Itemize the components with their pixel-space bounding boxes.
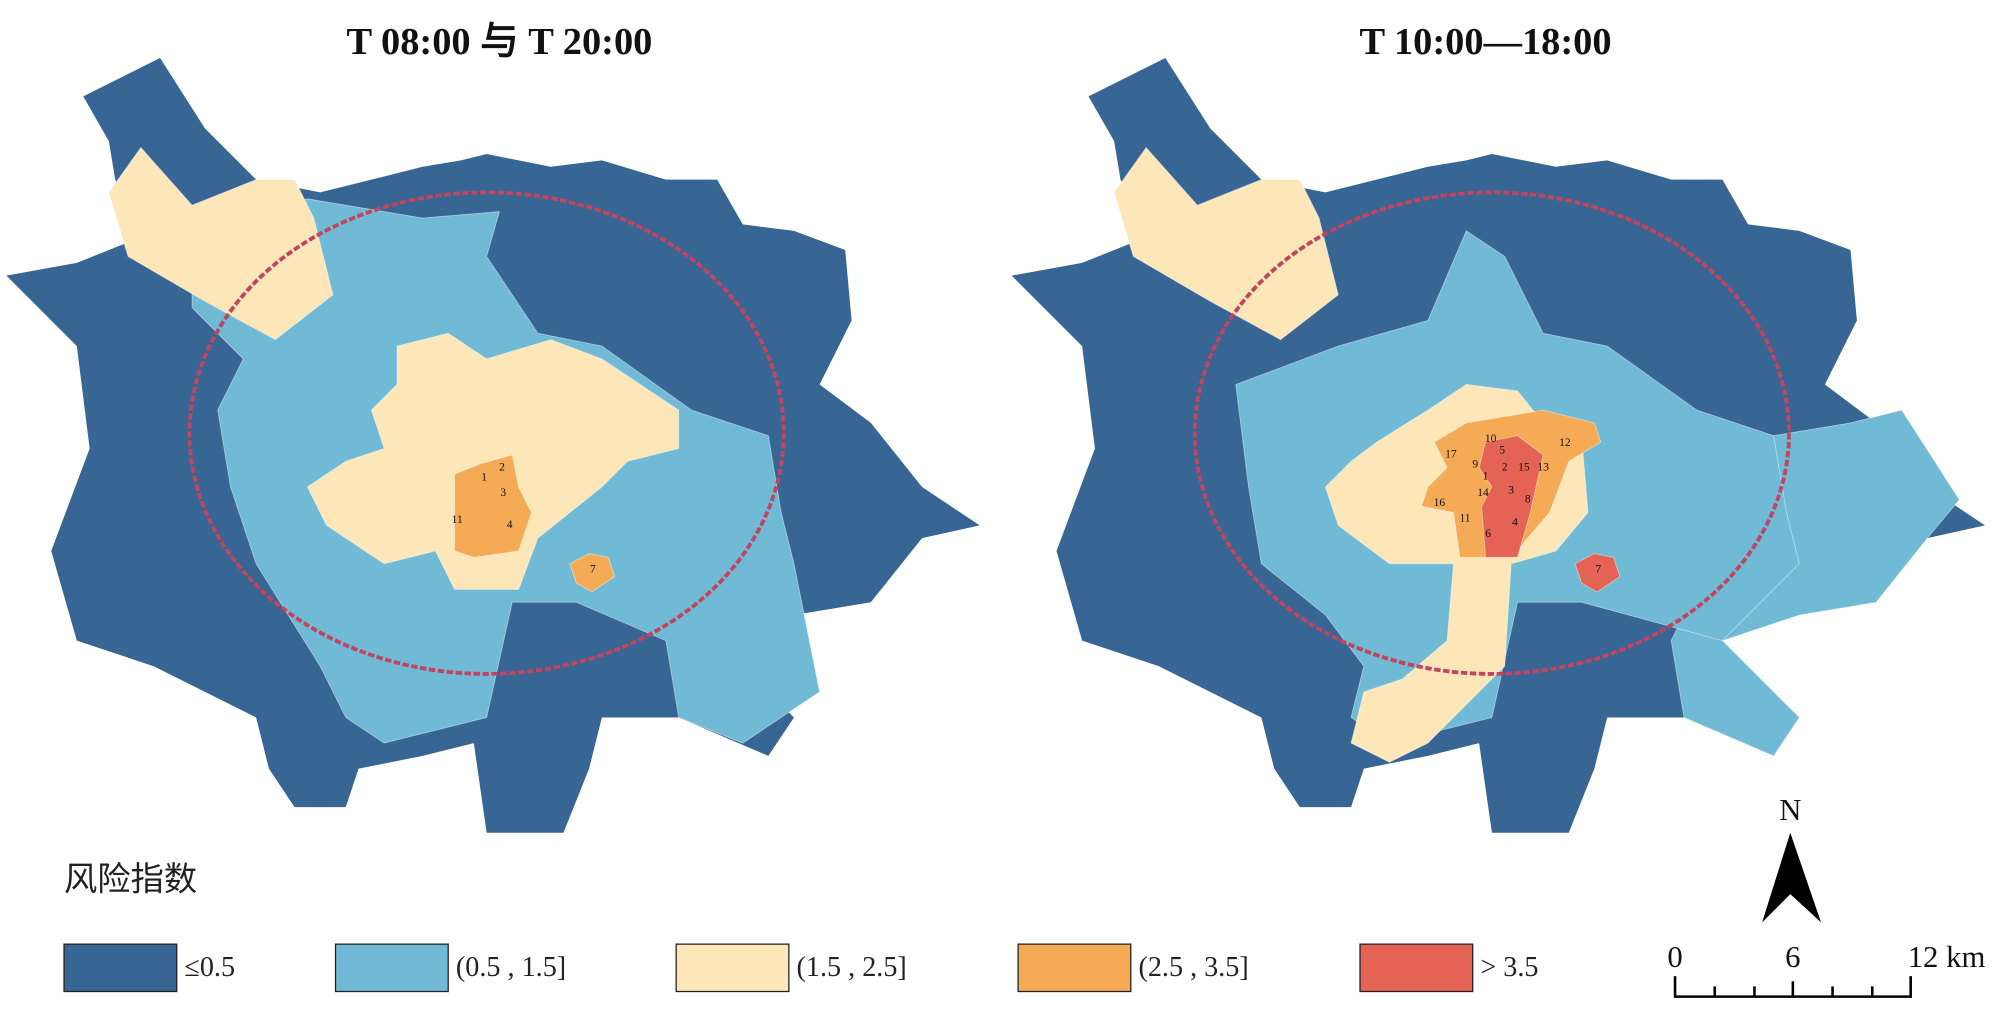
zone-label: 4 [1512, 516, 1518, 528]
left-map: 12 3 11 4 7 [6, 57, 980, 833]
zone-label: 2 [1502, 461, 1508, 473]
legend-title: 风险指数 [64, 859, 197, 898]
legend-swatch [1359, 943, 1474, 993]
zone-label: 10 [1485, 433, 1497, 445]
region-high-risk-center [454, 454, 532, 558]
region-very-high-risk-7 [1574, 553, 1621, 593]
zone-label: 6 [1485, 528, 1491, 540]
ring-road [187, 190, 786, 676]
zone-label: 11 [1459, 513, 1470, 525]
region-medium-risk-northwest [1113, 146, 1339, 341]
zone-label: 8 [1525, 493, 1531, 505]
right-map [1011, 57, 1985, 833]
zone-label: 1 [481, 472, 487, 484]
legend-swatch [1017, 943, 1132, 993]
zone-label: 9 [1472, 459, 1478, 471]
legend-label: (2.5 , 3.5] [1138, 952, 1248, 983]
zone-label: 17 [1445, 448, 1457, 460]
region-very-high-risk-center [1478, 435, 1544, 558]
scale-label-0: 0 [1667, 940, 1682, 974]
legend-label: ≤0.5 [184, 952, 235, 983]
zone-label: 13 [1537, 461, 1549, 473]
north-arrow-icon [1762, 832, 1822, 923]
zone-label: 7 [590, 564, 596, 576]
region-high-risk-7 [569, 553, 616, 593]
legend-label: > 3.5 [1480, 952, 1538, 983]
zone-label: 15 [1518, 461, 1530, 473]
zone-label: 4 [507, 519, 513, 531]
zone-label: 1 [1483, 470, 1489, 482]
zone-label: 11 [452, 514, 463, 526]
left-map-title: T 08:00 与 T 20:00 [347, 21, 653, 63]
zone-label: 7 [1595, 564, 1601, 576]
legend-swatch [675, 943, 790, 993]
ring-road [1192, 190, 1791, 676]
region-medium-risk-northwest [108, 146, 334, 341]
zone-label: 5 [1499, 445, 1505, 457]
scale-bar: 0 6 12 km [1667, 940, 1986, 998]
scale-label-6: 6 [1785, 940, 1800, 974]
legend-label: (0.5 , 1.5] [456, 952, 566, 983]
right-map-title: T 10:00—18:00 [1359, 21, 1611, 63]
legend-swatch [334, 943, 449, 993]
legend-swatch [63, 943, 178, 993]
north-label: N [1779, 793, 1801, 827]
zone-label: 14 [1477, 487, 1489, 499]
zone-label: 16 [1434, 497, 1446, 509]
legend-label: (1.5 , 2.5] [797, 952, 907, 983]
zone-label: 12 [1559, 437, 1571, 449]
scale-label-12: 12 km [1908, 940, 1986, 974]
zone-label: 3 [1508, 484, 1514, 496]
zone-label: 3 [500, 487, 506, 499]
zone-label: 2 [499, 461, 505, 473]
